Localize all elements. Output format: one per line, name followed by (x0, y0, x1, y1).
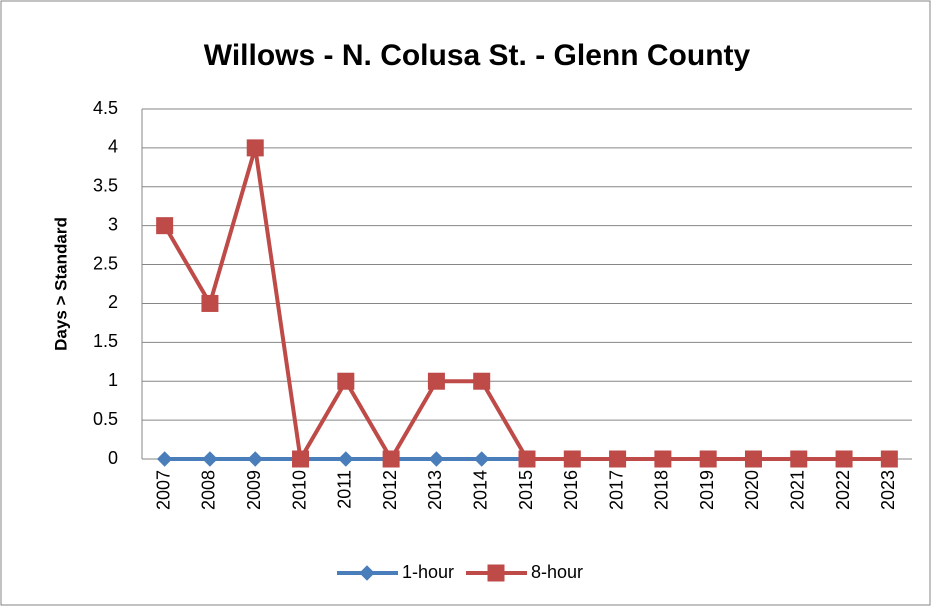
y-tick-label: 2 (108, 292, 118, 312)
x-tick-label: 2014 (470, 470, 490, 510)
x-tick-label: 2012 (380, 470, 400, 510)
marker (156, 451, 173, 467)
x-tick-label: 2019 (697, 470, 717, 510)
x-tick-label: 2009 (244, 470, 264, 510)
marker (156, 217, 174, 235)
y-tick-label: 3.5 (93, 176, 118, 196)
marker (473, 451, 490, 467)
marker (428, 451, 445, 467)
y-tick-label: 1.5 (93, 331, 118, 351)
marker (201, 294, 219, 312)
legend-marker (359, 565, 375, 581)
marker (247, 451, 263, 467)
x-tick-label: 2022 (833, 470, 853, 510)
marker (292, 450, 310, 468)
marker (835, 450, 853, 468)
x-tick-label: 2020 (742, 470, 762, 510)
marker (382, 450, 400, 468)
y-tick-label: 4 (108, 137, 118, 157)
marker (337, 372, 355, 390)
marker (654, 450, 672, 468)
marker (744, 450, 762, 468)
y-tick-label: 1 (108, 370, 118, 390)
y-tick-label: 2.5 (93, 253, 118, 273)
marker (563, 450, 581, 468)
y-tick-label: 0.5 (93, 409, 118, 429)
marker (202, 451, 218, 467)
marker (427, 372, 445, 390)
y-tick-label: 3 (108, 214, 118, 234)
y-tick-label: 0 (108, 448, 118, 468)
legend-marker (487, 564, 505, 582)
marker (609, 450, 627, 468)
marker (338, 451, 354, 467)
marker (246, 139, 264, 157)
y-axis-label: Days > Standard (51, 217, 70, 351)
x-tick-label: 2018 (652, 470, 672, 510)
x-tick-label: 2007 (153, 470, 173, 510)
legend-label: 1-hour (402, 562, 454, 582)
x-tick-label: 2015 (516, 470, 536, 510)
marker (880, 450, 898, 468)
x-tick-label: 2011 (335, 470, 355, 509)
x-tick-label: 2016 (561, 470, 581, 510)
marker (790, 450, 808, 468)
legend-label: 8-hour (531, 562, 583, 582)
y-tick-label: 4.5 (93, 98, 118, 118)
x-tick-label: 2017 (606, 470, 626, 510)
marker (699, 450, 717, 468)
x-tick-label: 2021 (788, 470, 808, 510)
marker (473, 372, 491, 390)
x-tick-label: 2013 (425, 470, 445, 510)
x-tick-label: 2008 (199, 470, 219, 510)
marker (518, 450, 536, 468)
x-tick-label: 2010 (289, 470, 309, 510)
chart-title: Willows - N. Colusa St. - Glenn County (204, 39, 751, 72)
x-tick-label: 2023 (878, 470, 898, 510)
